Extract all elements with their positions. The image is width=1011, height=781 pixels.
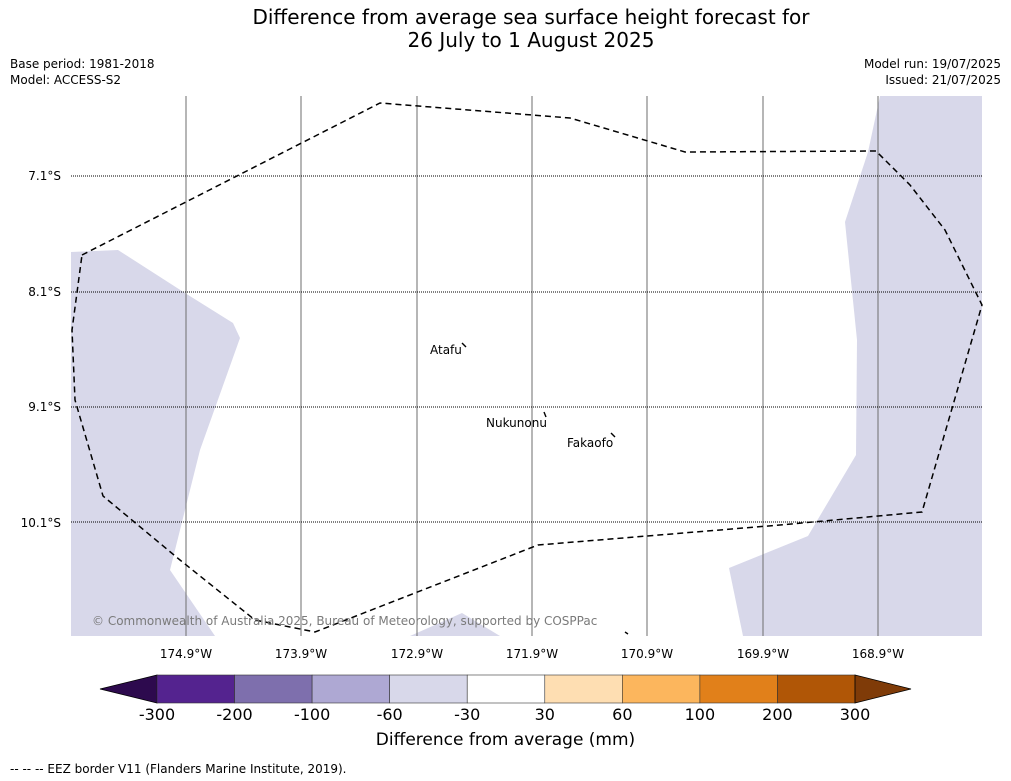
colorbar-segment (156, 674, 235, 704)
colorbar-tick-label: 300 (840, 705, 871, 724)
eez-border (71, 102, 983, 633)
copyright-credit: © Commonwealth of Australia 2025, Bureau… (92, 614, 598, 628)
anomaly-shading (71, 96, 982, 636)
meta-right: Model run: 19/07/2025 Issued: 21/07/2025 (864, 56, 1001, 88)
atafu-island (461, 342, 467, 348)
colorbar-tick-label: 30 (535, 705, 555, 724)
lon-label-6: 169.9°W (737, 647, 789, 661)
lat-label-4: 10.1°S (21, 516, 61, 530)
place-label-nukunonu: Nukunonu (486, 416, 547, 430)
shading-west (71, 250, 240, 636)
fakaofo-island (610, 432, 616, 438)
colorbar (99, 674, 912, 704)
lon-label-3: 172.9°W (391, 647, 443, 661)
colorbar-tick-label: -300 (139, 705, 175, 724)
base-period: Base period: 1981-2018 (10, 57, 155, 71)
colorbar-tick-label: -100 (294, 705, 330, 724)
lat-label-2: 8.1°S (28, 285, 61, 299)
lon-label-4: 171.9°W (506, 647, 558, 661)
colorbar-tick-label: -200 (216, 705, 252, 724)
nukunonu-island (543, 411, 547, 418)
title-line-2: 26 July to 1 August 2025 (407, 28, 655, 52)
meta-left: Base period: 1981-2018 Model: ACCESS-S2 (10, 56, 155, 88)
colorbar-extend-low (99, 674, 158, 704)
lon-label-5: 170.9°W (621, 647, 673, 661)
shading-south (410, 613, 500, 636)
lat-label-1: 7.1°S (28, 169, 61, 183)
title-line-1: Difference from average sea surface heig… (252, 5, 810, 29)
longitude-labels: 174.9°W 173.9°W 172.9°W 171.9°W 170.9°W … (160, 647, 904, 661)
colorbar-segment (544, 674, 623, 704)
islands (461, 342, 629, 635)
colorbar-segment (777, 674, 856, 704)
colorbar-tick-label: -60 (377, 705, 403, 724)
lon-label-2: 173.9°W (275, 647, 327, 661)
latitude-labels: 7.1°S 8.1°S 9.1°S 10.1°S (21, 169, 61, 530)
colorbar-tick-label: 200 (762, 705, 793, 724)
shading-east (729, 96, 982, 636)
issued-date: Issued: 21/07/2025 (885, 73, 1001, 87)
colorbar-tick-label: 60 (612, 705, 632, 724)
eez-legend-footer: -- -- -- EEZ border V11 (Flanders Marine… (10, 762, 347, 776)
map-title: Difference from average sea surface heig… (0, 6, 1011, 52)
model-name: Model: ACCESS-S2 (10, 73, 122, 87)
lon-label-1: 174.9°W (160, 647, 212, 661)
place-label-fakaofo: Fakaofo (567, 436, 613, 450)
colorbar-segment (622, 674, 701, 704)
model-run: Model run: 19/07/2025 (863, 57, 1001, 71)
colorbar-tick-label: -30 (454, 705, 480, 724)
place-labels: Atafu Nukunonu Fakaofo (430, 343, 613, 450)
lon-label-7: 168.9°W (852, 647, 904, 661)
colorbar-tick-label: 100 (685, 705, 716, 724)
colorbar-segment (389, 674, 468, 704)
colorbar-segment (699, 674, 778, 704)
colorbar-label: Difference from average (mm) (375, 730, 636, 750)
lat-label-3: 9.1°S (28, 400, 61, 414)
colorbar-segment (311, 674, 390, 704)
small-island (624, 631, 629, 635)
colorbar-ticks: -300 -200 -100 -60 -30 30 60 100 200 300 (139, 705, 870, 724)
place-label-atafu: Atafu (430, 343, 462, 357)
colorbar-extend-high (854, 674, 912, 704)
colorbar-segment (234, 674, 313, 704)
colorbar-segment (466, 674, 546, 704)
longitude-lines (185, 96, 879, 636)
